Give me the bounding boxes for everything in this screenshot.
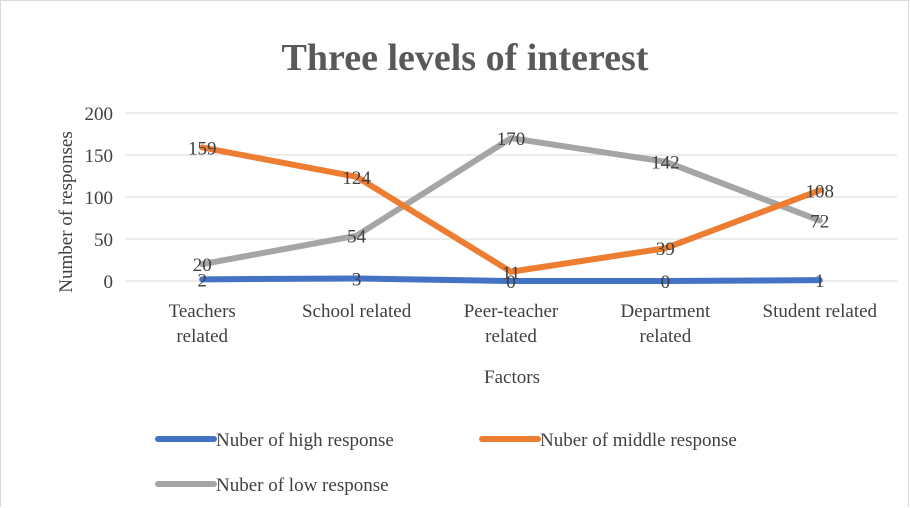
data-label: 2: [197, 270, 207, 291]
data-label: 3: [352, 269, 362, 290]
y-tick-label: 100: [85, 188, 114, 209]
x-axis-ticks: Teachers related School related Peer-teache…: [169, 301, 878, 347]
series-lines: [199, 135, 823, 284]
data-label: 20: [193, 255, 212, 276]
data-label: 0: [661, 272, 671, 293]
y-tick-label: 50: [94, 230, 113, 251]
data-label: 0: [506, 272, 516, 293]
x-tick-label: Student related: [763, 301, 878, 322]
legend-label: Nuber of low response: [216, 475, 389, 496]
y-axis-title: Number of responses: [56, 131, 77, 292]
x-tick-label: related: [485, 326, 537, 347]
y-tick-label: 200: [85, 104, 114, 125]
data-label: 159: [188, 138, 217, 159]
y-axis-ticks: 0 50 100 150 200: [85, 104, 114, 293]
x-tick-label: Department: [621, 301, 711, 322]
data-label: 54: [347, 227, 367, 248]
data-label: 170: [497, 129, 526, 150]
legend: Nuber of high response Nuber of middle re…: [155, 430, 737, 496]
x-tick-label: Teachers: [169, 301, 236, 322]
series-line: [199, 144, 823, 275]
data-label: 1: [815, 271, 825, 292]
y-tick-label: 0: [104, 272, 114, 293]
data-label: 72: [810, 212, 829, 233]
data-labels: 2 3 0 0 1 159 124 11 39 108 20 54 170 142 72: [188, 129, 834, 293]
legend-label: Nuber of high response: [216, 430, 394, 451]
x-tick-label: Peer-teacher: [464, 301, 559, 322]
legend-label: Nuber of middle response: [540, 430, 737, 451]
x-tick-label: related: [640, 326, 692, 347]
x-tick-label: related: [176, 326, 228, 347]
x-tick-label: School related: [302, 301, 412, 322]
series-line: [199, 135, 823, 268]
data-label: 124: [342, 168, 371, 189]
data-label: 108: [806, 181, 835, 202]
data-label: 39: [656, 239, 675, 260]
chart-title: Three levels of interest: [282, 37, 649, 79]
x-axis-title: Factors: [484, 367, 540, 388]
y-tick-label: 150: [85, 146, 114, 167]
data-label: 142: [651, 153, 680, 174]
data-label: 11: [502, 263, 520, 284]
series-line: [199, 275, 823, 284]
